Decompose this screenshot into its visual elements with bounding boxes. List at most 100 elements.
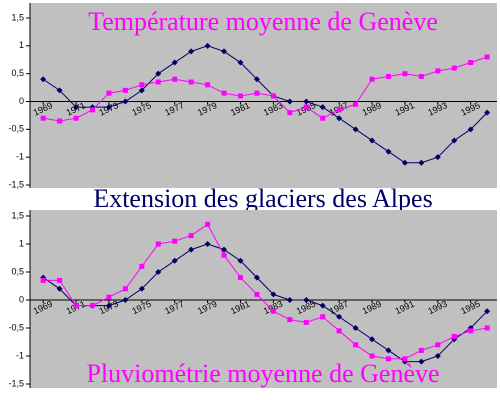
marker — [484, 109, 491, 116]
marker — [303, 104, 309, 110]
y-tick-label: 1,5 — [11, 210, 24, 220]
marker — [467, 126, 474, 133]
y-tick-label: -1,5 — [8, 378, 24, 388]
marker — [57, 277, 63, 283]
marker — [418, 159, 425, 166]
marker — [40, 76, 47, 83]
y-tick-label: 0,5 — [11, 68, 24, 78]
series-line — [43, 223, 488, 360]
marker — [171, 257, 178, 264]
marker — [353, 101, 359, 107]
marker — [320, 314, 326, 320]
marker — [336, 313, 343, 320]
marker — [237, 257, 244, 264]
marker — [122, 297, 129, 303]
marker — [435, 68, 441, 74]
marker — [89, 303, 95, 309]
marker — [385, 148, 392, 155]
marker — [205, 82, 211, 88]
marker — [369, 137, 376, 144]
marker — [237, 275, 243, 281]
marker — [336, 107, 342, 113]
marker — [73, 303, 79, 309]
marker — [353, 342, 359, 348]
marker — [468, 328, 474, 334]
marker — [171, 59, 178, 66]
marker — [287, 110, 293, 116]
marker — [303, 297, 310, 303]
marker — [221, 252, 227, 258]
marker — [401, 159, 408, 166]
y-tick-label: -1,5 — [8, 179, 24, 189]
marker — [287, 317, 293, 323]
marker — [56, 285, 63, 292]
marker — [155, 70, 162, 77]
marker — [286, 98, 293, 105]
marker — [204, 42, 211, 49]
marker — [303, 319, 309, 325]
marker — [155, 79, 161, 85]
marker — [352, 325, 359, 331]
series-line — [42, 243, 488, 363]
marker — [451, 65, 457, 71]
marker — [484, 308, 491, 315]
series-line — [42, 45, 488, 164]
marker — [188, 79, 194, 85]
marker — [106, 294, 112, 300]
marker — [139, 263, 145, 269]
marker — [155, 269, 162, 275]
marker — [435, 342, 441, 348]
marker — [40, 277, 46, 283]
y-tick-label: 1 — [19, 40, 24, 50]
marker — [320, 115, 326, 121]
marker — [336, 328, 342, 334]
marker — [122, 87, 128, 93]
marker — [105, 302, 112, 309]
marker — [418, 347, 424, 353]
marker — [253, 274, 260, 281]
marker — [385, 356, 391, 362]
y-tick-label: 0,5 — [11, 266, 24, 276]
marker — [188, 48, 195, 55]
marker — [188, 233, 194, 239]
marker — [352, 126, 359, 133]
marker — [253, 76, 260, 83]
marker — [188, 246, 195, 253]
marker — [319, 302, 326, 309]
marker — [254, 291, 260, 297]
marker — [155, 241, 161, 247]
marker — [237, 93, 243, 99]
marker — [122, 286, 128, 292]
y-tick-label: -1 — [16, 152, 24, 162]
marker — [369, 353, 375, 359]
marker — [205, 221, 211, 227]
marker — [105, 104, 112, 111]
marker — [221, 90, 227, 96]
marker — [254, 90, 260, 96]
marker — [204, 241, 211, 247]
marker — [418, 358, 425, 365]
marker — [138, 87, 145, 94]
marker — [73, 104, 80, 111]
legend-label: Extension des glaciers des Alpes — [93, 184, 432, 213]
marker — [122, 98, 129, 105]
marker — [303, 98, 310, 105]
series-line — [43, 56, 488, 122]
marker — [451, 333, 457, 339]
marker — [73, 115, 79, 121]
y-tick-label: -0,5 — [8, 124, 24, 134]
marker — [369, 76, 375, 82]
marker — [385, 347, 392, 354]
marker — [418, 73, 424, 79]
marker — [451, 137, 458, 144]
marker — [89, 107, 95, 113]
marker — [57, 118, 63, 124]
marker — [484, 325, 490, 331]
marker — [484, 54, 490, 60]
marker — [56, 87, 63, 94]
marker — [139, 82, 145, 88]
y-tick-label: 1,5 — [11, 12, 24, 22]
y-tick-label: 0 — [19, 294, 24, 304]
marker — [172, 76, 178, 82]
chart-title: Température moyenne de Genève — [88, 7, 438, 36]
